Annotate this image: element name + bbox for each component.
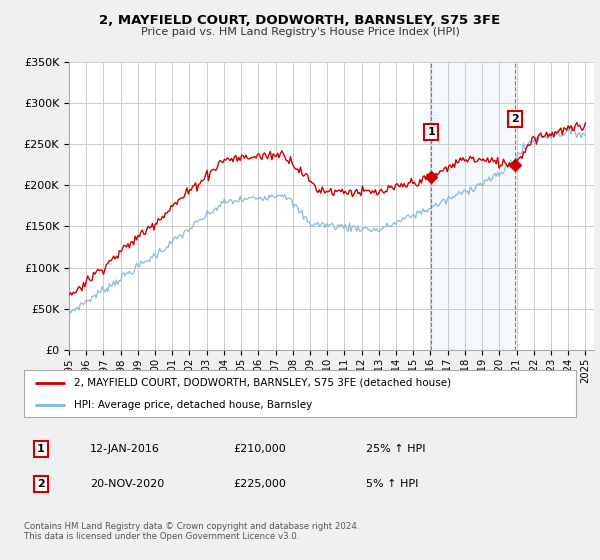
Text: 2: 2	[37, 479, 44, 489]
Text: 20-NOV-2020: 20-NOV-2020	[90, 479, 164, 489]
Text: 2, MAYFIELD COURT, DODWORTH, BARNSLEY, S75 3FE (detached house): 2, MAYFIELD COURT, DODWORTH, BARNSLEY, S…	[74, 378, 451, 388]
Text: 5% ↑ HPI: 5% ↑ HPI	[366, 479, 419, 489]
Text: £210,000: £210,000	[234, 444, 287, 454]
Text: 2: 2	[511, 114, 518, 124]
Text: Contains HM Land Registry data © Crown copyright and database right 2024.
This d: Contains HM Land Registry data © Crown c…	[24, 522, 359, 542]
Text: HPI: Average price, detached house, Barnsley: HPI: Average price, detached house, Barn…	[74, 400, 312, 410]
Bar	[431, 62, 515, 350]
Text: 2, MAYFIELD COURT, DODWORTH, BARNSLEY, S75 3FE: 2, MAYFIELD COURT, DODWORTH, BARNSLEY, S…	[100, 14, 500, 27]
Text: £225,000: £225,000	[234, 479, 287, 489]
Text: 12-JAN-2016: 12-JAN-2016	[90, 444, 160, 454]
Text: Price paid vs. HM Land Registry's House Price Index (HPI): Price paid vs. HM Land Registry's House …	[140, 27, 460, 37]
Text: 25% ↑ HPI: 25% ↑ HPI	[366, 444, 426, 454]
Text: 1: 1	[427, 127, 435, 137]
Text: 1: 1	[37, 444, 44, 454]
